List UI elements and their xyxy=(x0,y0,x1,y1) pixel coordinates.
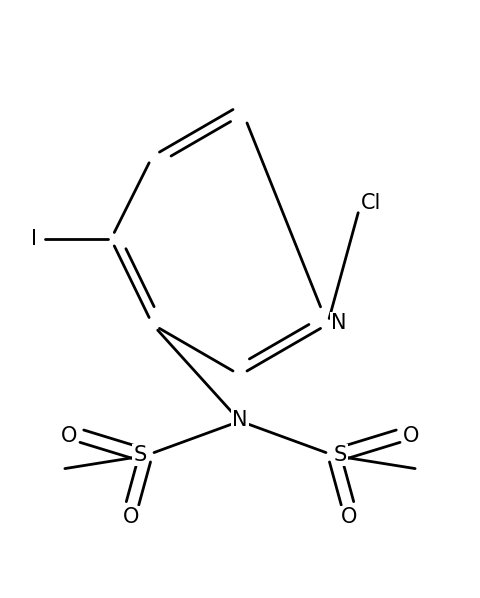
Text: O: O xyxy=(122,507,139,527)
Text: O: O xyxy=(341,507,358,527)
Text: Cl: Cl xyxy=(361,193,381,213)
Text: I: I xyxy=(31,229,37,249)
Text: O: O xyxy=(60,426,77,446)
Text: S: S xyxy=(133,445,146,465)
Text: N: N xyxy=(331,313,346,334)
Text: S: S xyxy=(334,445,347,465)
Text: O: O xyxy=(403,426,420,446)
Text: N: N xyxy=(232,410,248,430)
